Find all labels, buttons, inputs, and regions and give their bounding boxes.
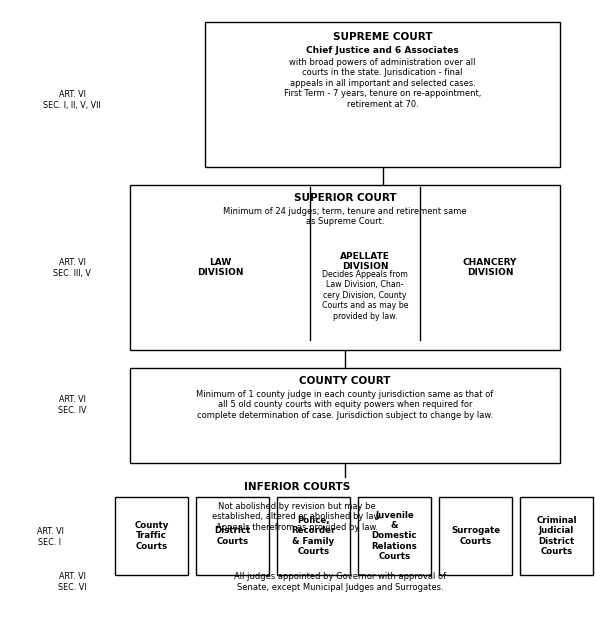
- Text: Not abolished by revision but may be
established, altered or abolished by law.
A: Not abolished by revision but may be est…: [212, 502, 382, 532]
- Text: Surrogate
Courts: Surrogate Courts: [451, 527, 500, 546]
- Text: All judges appointed by Governor with approval of
Senate, except Municipal Judge: All judges appointed by Governor with ap…: [234, 572, 446, 591]
- Text: ART. VI
SEC. I: ART. VI SEC. I: [36, 527, 64, 547]
- Text: COUNTY COURT: COUNTY COURT: [299, 376, 391, 386]
- Bar: [358, 497, 431, 575]
- Text: CHANCERY
DIVISION: CHANCERY DIVISION: [463, 258, 517, 277]
- Text: ART. VI
SEC. VI: ART. VI SEC. VI: [58, 572, 86, 591]
- Text: with broad powers of administration over all
courts in the state. Jurisdication : with broad powers of administration over…: [284, 58, 481, 109]
- Text: LAW
DIVISION: LAW DIVISION: [197, 258, 243, 277]
- Text: County
Traffic
Courts: County Traffic Courts: [134, 521, 169, 551]
- Text: INFERIOR COURTS: INFERIOR COURTS: [244, 482, 350, 492]
- Bar: [277, 497, 350, 575]
- Text: District
Courts: District Courts: [214, 527, 250, 546]
- Bar: [115, 497, 188, 575]
- Bar: [520, 497, 593, 575]
- Text: ART. VI
SEC. I, II, V, VII: ART. VI SEC. I, II, V, VII: [43, 90, 101, 110]
- Text: Chief Justice and 6 Associates: Chief Justice and 6 Associates: [306, 46, 459, 55]
- Bar: [205, 22, 560, 167]
- Text: Police,
Recorder
& Family
Courts: Police, Recorder & Family Courts: [292, 516, 336, 556]
- Text: Decides Appeals from
Law Division, Chan-
cery Division, County
Courts and as may: Decides Appeals from Law Division, Chan-…: [322, 270, 408, 321]
- Text: Juvenile
&
Domestic
Relations
Courts: Juvenile & Domestic Relations Courts: [372, 510, 417, 561]
- Text: Criminal
Judicial
District
Courts: Criminal Judicial District Courts: [536, 516, 577, 556]
- Text: SUPREME COURT: SUPREME COURT: [333, 32, 432, 42]
- Text: ART. VI
SEC. IV: ART. VI SEC. IV: [58, 396, 86, 415]
- Text: ART. VI
SEC. III, V: ART. VI SEC. III, V: [53, 258, 91, 277]
- Text: Minimum of 1 county judge in each county jurisdiction same as that of
all 5 old : Minimum of 1 county judge in each county…: [196, 390, 494, 420]
- Bar: [439, 497, 512, 575]
- Text: APELLATE
DIVISION: APELLATE DIVISION: [340, 252, 390, 271]
- Bar: [130, 368, 560, 463]
- Text: Minimum of 24 judges; term, tenure and retirement same
as Supreme Court.: Minimum of 24 judges; term, tenure and r…: [223, 207, 467, 226]
- Text: SUPERIOR COURT: SUPERIOR COURT: [294, 193, 396, 203]
- Bar: [196, 497, 269, 575]
- Bar: [130, 185, 560, 350]
